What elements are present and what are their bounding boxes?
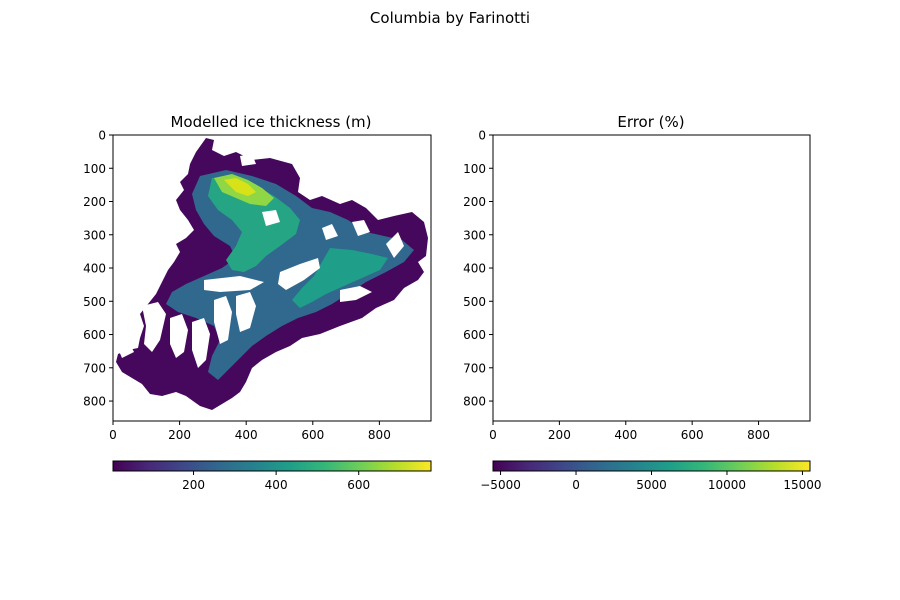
y-tick-label: 600 [83, 328, 106, 342]
panel-title-ice-thickness: Modelled ice thickness (m) [170, 113, 371, 131]
x-tick-label: 800 [368, 428, 391, 442]
panel-ice-thickness: Modelled ice thickness (m) [83, 113, 432, 492]
colorbar-tick-label: 200 [182, 478, 205, 492]
colorbar-tick-label: 0 [572, 478, 580, 492]
figure-suptitle: Columbia by Farinotti [369, 9, 531, 27]
x-tick-label: 400 [235, 428, 258, 442]
axes-frame-error [492, 134, 811, 422]
y-tick-label: 0 [478, 129, 486, 143]
x-tick-label: 0 [109, 428, 117, 442]
x-tick-label: 800 [747, 428, 770, 442]
colorbar-tick-label: 5000 [636, 478, 667, 492]
y-tick-label: 100 [463, 162, 486, 176]
y-tick-label: 500 [463, 295, 486, 309]
colorbar-ticks-ice-thickness: 200 400 600 [182, 471, 370, 492]
y-tick-label: 600 [463, 328, 486, 342]
x-tick-label: 200 [548, 428, 571, 442]
y-tick-label: 300 [463, 228, 486, 242]
x-tick-label: 600 [301, 428, 324, 442]
colorbar-error [492, 460, 811, 472]
ice-thickness-map [116, 138, 428, 410]
y-tick-label: 100 [83, 162, 106, 176]
glacier-trunk-lower [292, 248, 388, 308]
glacier-thickest-core [224, 178, 256, 196]
glacier-trunk-thick [208, 176, 300, 272]
colorbar-ice-thickness [112, 460, 432, 472]
y-tick-label: 500 [83, 295, 106, 309]
y-tick-label: 800 [83, 395, 106, 409]
colorbar-tick-label: 600 [347, 478, 370, 492]
y-tick-label: 700 [83, 361, 106, 375]
colorbar-tick-label: 10000 [708, 478, 746, 492]
y-tick-label: 200 [83, 195, 106, 209]
colorbar-tick-label: −5000 [480, 478, 521, 492]
x-tick-label: 600 [681, 428, 704, 442]
x-tick-label: 0 [489, 428, 497, 442]
colorbar-tick-label: 400 [265, 478, 288, 492]
colorbar-ticks-error: −5000 0 5000 10000 15000 [480, 471, 822, 492]
panel-title-error: Error (%) [617, 113, 684, 131]
axis-ticks-error: 0 200 400 600 800 0 100 200 300 400 500 600 700 800 [463, 129, 770, 443]
y-tick-label: 700 [463, 361, 486, 375]
y-tick-label: 400 [463, 262, 486, 276]
x-tick-label: 400 [614, 428, 637, 442]
y-tick-label: 800 [463, 395, 486, 409]
panel-error: Error (%) 0 200 400 600 800 0 100 200 300 400 500 6… [463, 113, 821, 492]
axis-ticks-ice-thickness: 0 200 400 600 800 0 100 200 300 400 500 600 700 800 [83, 129, 391, 443]
y-tick-label: 400 [83, 262, 106, 276]
x-tick-label: 200 [168, 428, 191, 442]
y-tick-label: 0 [98, 129, 106, 143]
y-tick-label: 200 [463, 195, 486, 209]
colorbar-tick-label: 15000 [783, 478, 821, 492]
axes-frame-ice-thickness [112, 134, 432, 422]
glacier-nunataks [116, 154, 404, 368]
y-tick-label: 300 [83, 228, 106, 242]
